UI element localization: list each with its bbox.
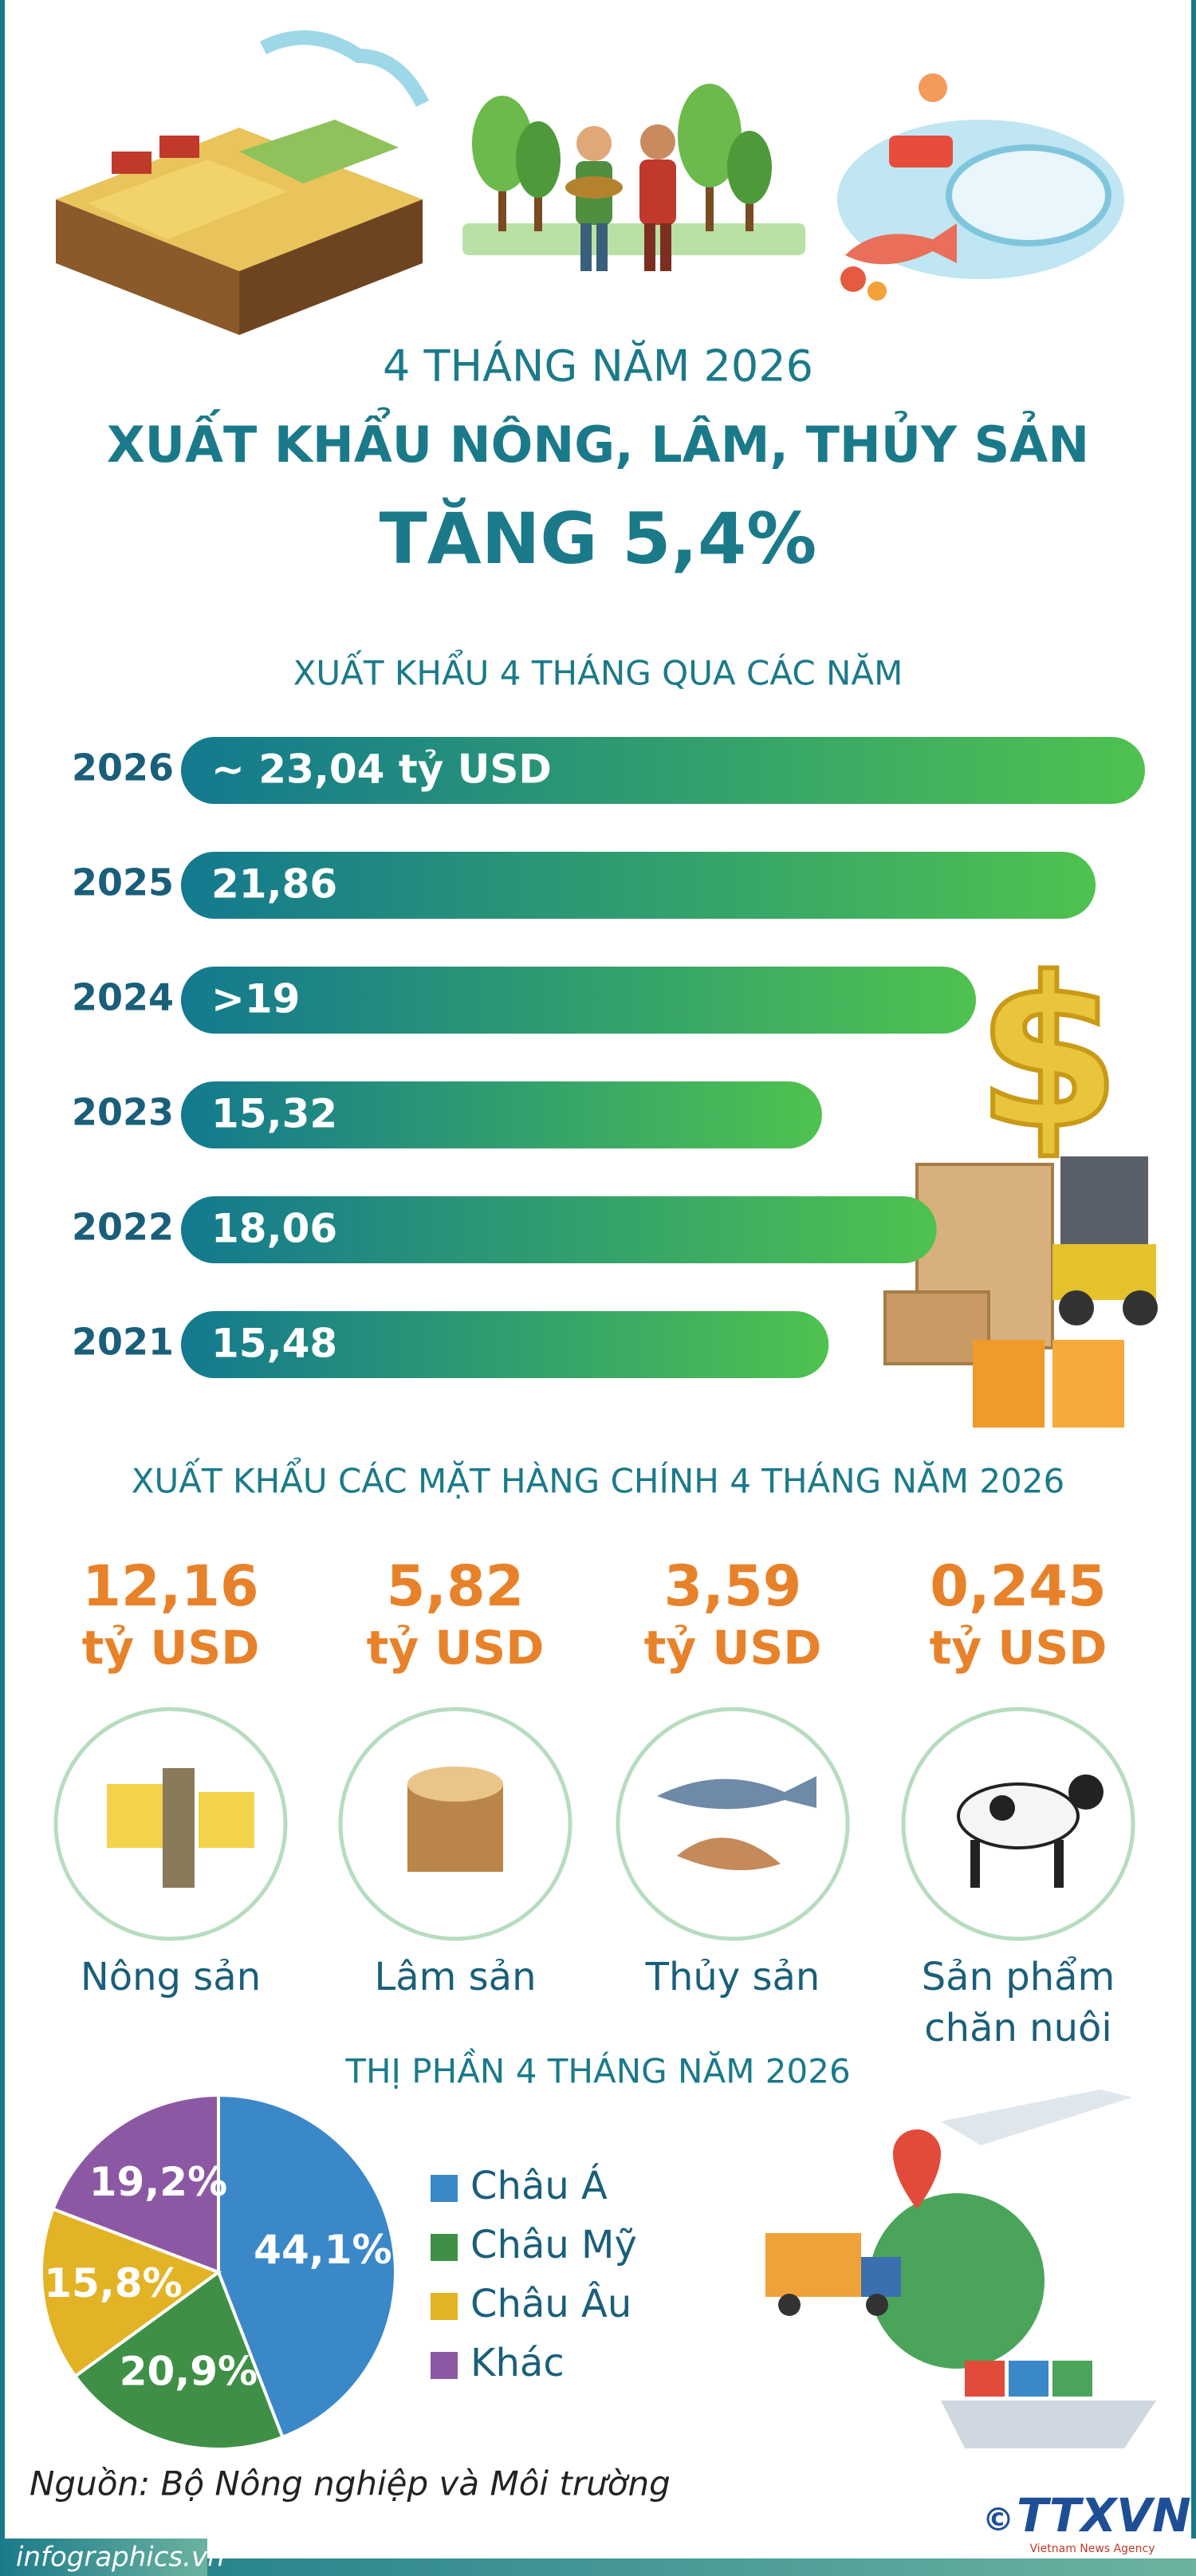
- value-label: 44,1%: [254, 2227, 391, 2273]
- bar: [181, 852, 1096, 919]
- product-name: Nông sản: [81, 1955, 261, 1999]
- value-label: 18,06: [211, 1206, 337, 1252]
- value-label: 19,2%: [89, 2159, 227, 2205]
- product-name: chăn nuôi: [924, 2006, 1111, 2050]
- pie-slice: [40, 2207, 222, 2379]
- footer-site: infographics.vn: [16, 2542, 225, 2574]
- product-unit: tỷ USD: [367, 1621, 545, 1675]
- bar: [181, 1311, 829, 1378]
- value-label: >19: [211, 976, 300, 1022]
- svg-text:$: $: [977, 934, 1121, 1175]
- y-tick-label: 2023: [72, 1091, 174, 1134]
- product-value: 5,82: [387, 1554, 525, 1619]
- y-tick-label: 2024: [72, 976, 174, 1019]
- header-highlight: TĂNG 5,4%: [380, 498, 817, 580]
- farm-illustration: [56, 30, 430, 335]
- icon-shape: [163, 1768, 195, 1888]
- product-value: 12,16: [82, 1554, 258, 1619]
- icon-shape: [1068, 1774, 1104, 1810]
- section-title: THỊ PHẦN 4 THÁNG NĂM 2026: [344, 2048, 850, 2091]
- y-tick-label: 2025: [72, 861, 174, 904]
- section-title: XUẤT KHẨU 4 THÁNG QUA CÁC NĂM: [293, 649, 903, 693]
- product-unit: tỷ USD: [644, 1621, 822, 1675]
- product-name: Sản phẩm: [922, 1955, 1115, 1999]
- product-value: 3,59: [664, 1554, 802, 1619]
- icon-shape: [107, 1784, 163, 1848]
- value-label: 15,8%: [44, 2260, 182, 2306]
- bar: [181, 967, 977, 1034]
- footer-band: [0, 2558, 1196, 2576]
- agency: Vietnam News Agency: [1029, 2543, 1155, 2555]
- product-circle: [616, 1707, 850, 1941]
- legend-label: Khác: [470, 2341, 565, 2385]
- y-tick-label: 2026: [72, 746, 174, 790]
- icon-shape: [1054, 1840, 1064, 1888]
- legend-swatch: [431, 2234, 458, 2261]
- value-label: 15,48: [211, 1321, 337, 1367]
- icon-shape: [199, 1792, 254, 1848]
- section-title: XUẤT KHẨU CÁC MẶT HÀNG CHÍNH 4 THÁNG NĂM…: [132, 1457, 1064, 1501]
- farmers-illustration: [462, 84, 805, 271]
- frame-left: [0, 0, 5, 2539]
- product-unit: tỷ USD: [82, 1621, 260, 1675]
- pie-slice: [217, 2093, 397, 2440]
- legend-swatch: [431, 2293, 458, 2320]
- legend-label: Châu Âu: [470, 2281, 631, 2326]
- bar-chart: 2026 ~ 23,04 tỷ USD 2025 21,86 2024 >19 2023 15…: [72, 737, 1145, 1378]
- source: Nguồn: Bộ Nông nghiệp và Môi trường: [30, 2464, 671, 2503]
- legend-swatch: [431, 2352, 458, 2379]
- value-label: 15,32: [211, 1091, 337, 1137]
- fishery-illustration: [837, 73, 1124, 301]
- product-value: 0,245: [930, 1554, 1106, 1619]
- header-title: XUẤT KHẨU NÔNG, LÂM, THỦY SẢN: [107, 408, 1089, 474]
- copyright: ©: [982, 2502, 1014, 2539]
- header-subtitle: 4 THÁNG NĂM 2026: [383, 341, 813, 392]
- icon-shape: [677, 1837, 781, 1870]
- y-tick-label: 2021: [72, 1321, 174, 1364]
- icon-shape: [407, 1767, 503, 1802]
- y-tick-label: 2022: [72, 1206, 174, 1249]
- logo-text: TTXVN: [1017, 2488, 1191, 2543]
- bar: [181, 1196, 937, 1263]
- frame-right: [1191, 0, 1196, 2539]
- icon-shape: [989, 1795, 1015, 1821]
- icon-shape: [657, 1776, 816, 1810]
- value-label: 21,86: [211, 861, 337, 908]
- legend-label: Châu Á: [470, 2163, 608, 2208]
- footer-tab: [0, 2539, 207, 2576]
- product-name: Lâm sản: [374, 1955, 536, 1999]
- value-label: ~ 23,04 tỷ USD: [211, 746, 552, 793]
- bar: [181, 1081, 822, 1148]
- legend-label: Châu Mỹ: [470, 2223, 637, 2267]
- value-label: 20,9%: [120, 2348, 258, 2394]
- product-unit: tỷ USD: [930, 1621, 1107, 1675]
- bar: [181, 737, 1145, 804]
- legend-swatch: [431, 2175, 458, 2202]
- product-name: Thủy sản: [645, 1955, 820, 1999]
- logo: © TTXVN Vietnam News Agency: [982, 2488, 1191, 2555]
- icon-shape: [970, 1840, 980, 1888]
- icon-shape: [957, 1782, 1080, 1849]
- logistics-illustration: [765, 2090, 1156, 2448]
- pie-chart: 44,1% Châu Á 20,9% Châu Mỹ 15,8% Châu Âu 19,2%…: [40, 2093, 637, 2451]
- pie-slice: [50, 2093, 220, 2275]
- pie-slice: [73, 2269, 285, 2451]
